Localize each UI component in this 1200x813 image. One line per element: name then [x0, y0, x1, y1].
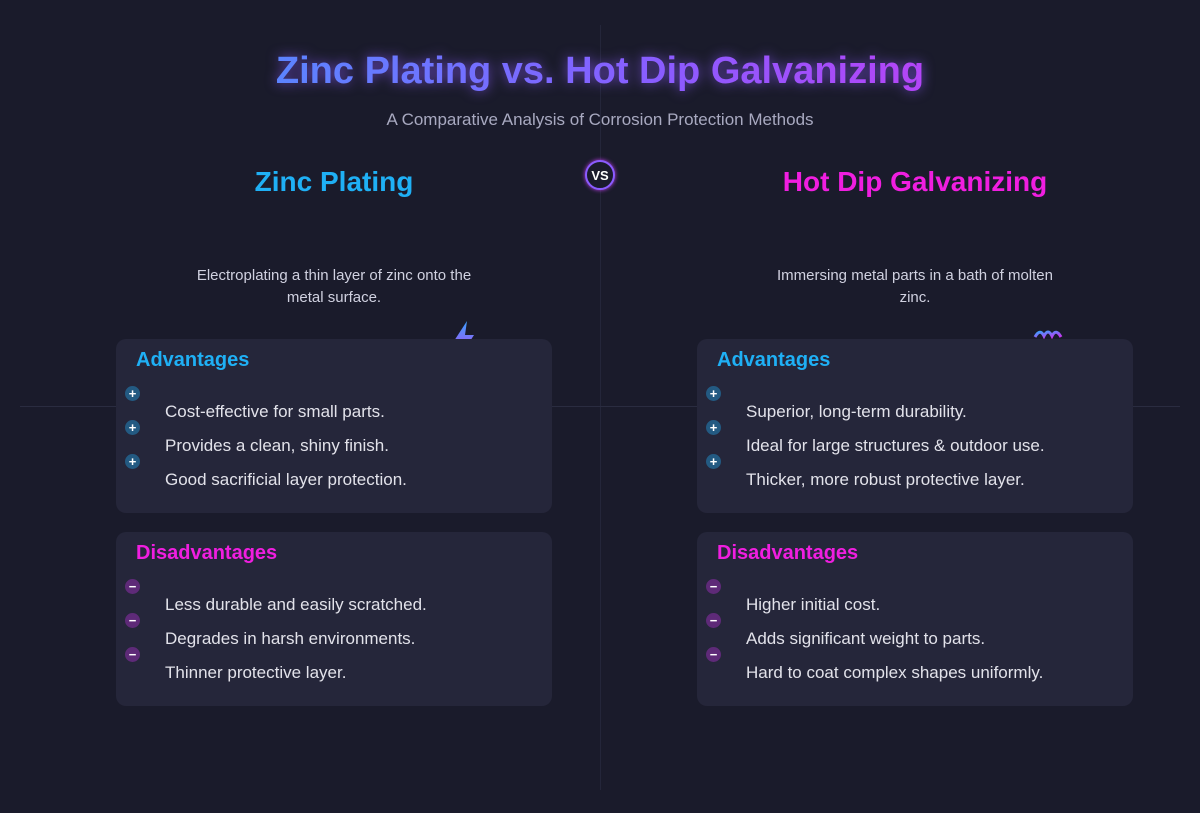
- advantages-card: Advantages + Cost-effective for small par…: [116, 339, 552, 513]
- vs-badge: VS: [585, 160, 615, 190]
- advantages-item: Superior, long-term durability.: [746, 402, 967, 421]
- page-subtitle: A Comparative Analysis of Corrosion Prot…: [386, 110, 814, 129]
- minus-icon: −: [125, 647, 140, 662]
- column-description: Electroplating a thin layer of zinc onto…: [196, 267, 472, 306]
- advantages-label: Advantages: [136, 349, 250, 371]
- minus-icon: −: [706, 579, 721, 594]
- plus-icon: +: [706, 420, 721, 435]
- disadvantages-item: Hard to coat complex shapes uniformly.: [746, 663, 1044, 682]
- page-title: Zinc Plating vs. Hot Dip Galvanizing: [0, 50, 1200, 93]
- center-divider: [600, 25, 601, 790]
- disadvantages-item: Less durable and easily scratched.: [165, 595, 427, 614]
- minus-icon: −: [125, 613, 140, 628]
- horizontal-divider: [20, 406, 1180, 407]
- column-description: Immersing metal parts in a bath of molte…: [777, 267, 1053, 306]
- minus-icon: −: [125, 579, 140, 594]
- disadvantages-card: Disadvantages − Higher initial cost. − Add…: [697, 532, 1133, 706]
- plus-icon: +: [706, 454, 721, 469]
- column-heading: Zinc Plating: [254, 166, 414, 197]
- minus-icon: −: [706, 647, 721, 662]
- minus-icon: −: [706, 613, 721, 628]
- advantages-item: Provides a clean, shiny finish.: [165, 436, 389, 455]
- disadvantages-label: Disadvantages: [136, 542, 278, 564]
- plus-icon: +: [125, 420, 140, 435]
- advantages-item: Ideal for large structures & outdoor use…: [746, 436, 1045, 455]
- column-heading: Hot Dip Galvanizing: [782, 166, 1048, 197]
- disadvantages-item: Degrades in harsh environments.: [165, 629, 416, 648]
- advantages-card: Advantages + Superior, long-term durabili…: [697, 339, 1133, 513]
- advantages-item: Good sacrificial layer protection.: [165, 470, 407, 489]
- disadvantages-item: Adds significant weight to parts.: [746, 629, 986, 648]
- plus-icon: +: [125, 386, 140, 401]
- disadvantages-card: Disadvantages − Less durable and easily s…: [116, 532, 552, 706]
- disadvantages-label: Disadvantages: [717, 542, 859, 564]
- advantages-item: Thicker, more robust protective layer.: [746, 470, 1025, 489]
- plus-icon: +: [125, 454, 140, 469]
- advantages-item: Cost-effective for small parts.: [165, 402, 385, 421]
- disadvantages-item: Higher initial cost.: [746, 595, 881, 614]
- disadvantages-item: Thinner protective layer.: [165, 663, 347, 682]
- plus-icon: +: [706, 386, 721, 401]
- advantages-label: Advantages: [717, 349, 831, 371]
